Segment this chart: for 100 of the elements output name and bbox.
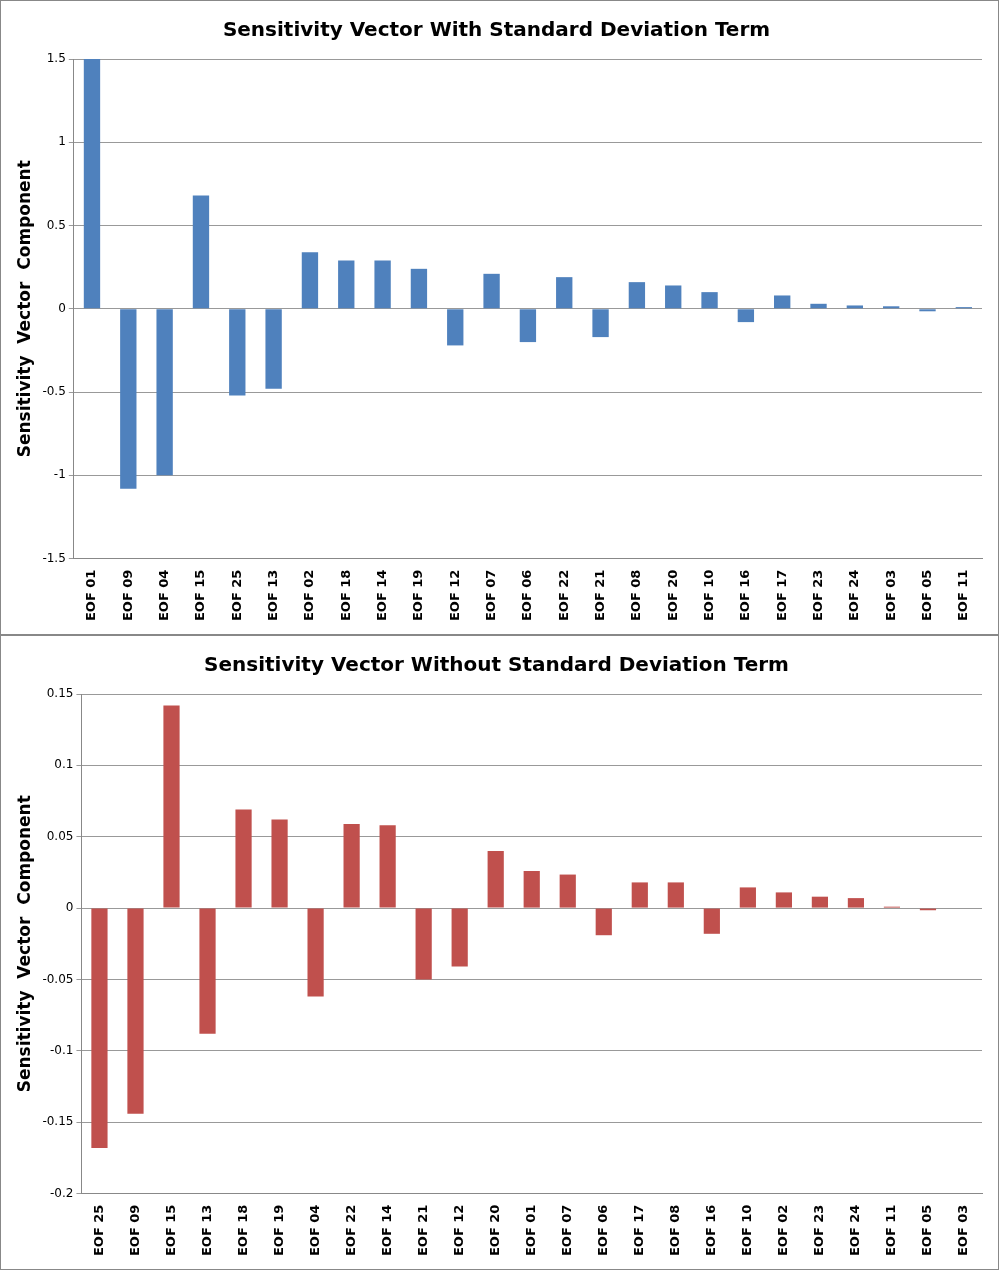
- bar: [235, 809, 252, 908]
- bar: [487, 851, 504, 908]
- bar: [737, 309, 755, 323]
- bar: [739, 887, 756, 908]
- x-tick-label: EOF 03: [882, 569, 898, 622]
- bar: [415, 908, 432, 980]
- bar: [301, 252, 319, 309]
- x-tick-label: EOF 24: [846, 569, 862, 622]
- x-tick-label: EOF 23: [811, 1204, 827, 1257]
- bar: [343, 823, 360, 908]
- x-tick-label: EOF 16: [703, 1204, 719, 1257]
- bar: [91, 908, 108, 1148]
- bar: [883, 306, 900, 309]
- x-tick-label: EOF 25: [90, 1204, 106, 1257]
- bar: [374, 260, 391, 309]
- y-tick-label: 0.15: [46, 686, 74, 701]
- x-tick-label: EOF 04: [306, 1204, 322, 1257]
- x-tick-label: EOF 20: [487, 1204, 503, 1257]
- y-tick-label: -0.5: [42, 384, 66, 399]
- bar: [703, 908, 720, 934]
- x-tick-label: EOF 22: [342, 1204, 358, 1257]
- y-tick-label: 1: [58, 134, 66, 149]
- bar: [810, 303, 827, 309]
- x-tick-label: EOF 12: [446, 569, 462, 622]
- x-tick-label: EOF 04: [156, 569, 172, 622]
- bar: [592, 309, 609, 338]
- bar: [156, 309, 173, 476]
- bar: [775, 892, 792, 908]
- bar: [631, 882, 648, 908]
- x-tick-label: EOF 06: [519, 569, 535, 622]
- bar: [628, 282, 646, 309]
- y-tick-label: 0.05: [46, 828, 74, 843]
- bar: [229, 309, 246, 396]
- bar: [83, 59, 101, 309]
- x-tick-label: EOF 13: [264, 569, 280, 622]
- bar: [701, 292, 718, 309]
- x-tick-label: EOF 22: [555, 569, 571, 622]
- bar: [665, 285, 682, 309]
- bar: [774, 295, 791, 309]
- x-tick-label: EOF 11: [955, 569, 971, 622]
- bar: [192, 195, 210, 309]
- x-tick-label: EOF 08: [667, 1204, 683, 1257]
- bar: [379, 825, 396, 908]
- y-tick-label: -1: [53, 467, 66, 482]
- x-tick-label: EOF 17: [773, 569, 789, 622]
- bar: [120, 309, 137, 489]
- x-tick-label: EOF 20: [664, 569, 680, 622]
- x-tick-label: EOF 09: [119, 569, 135, 622]
- x-tick-label: EOF 19: [270, 1204, 286, 1257]
- y-tick-label: 0.1: [54, 757, 74, 772]
- bar: [338, 260, 355, 309]
- x-tick-label: EOF 02: [301, 569, 317, 622]
- bar: [523, 870, 540, 908]
- bar: [595, 908, 612, 936]
- bar: [307, 908, 324, 997]
- bar: [127, 908, 144, 1114]
- bar: [163, 705, 180, 908]
- x-tick-label: EOF 17: [631, 1204, 647, 1257]
- y-tick-label: -1.5: [42, 550, 66, 565]
- y-tick-label: 0.5: [46, 217, 66, 232]
- bar: [847, 898, 865, 908]
- x-tick-label: EOF 05: [919, 1204, 935, 1257]
- x-tick-label: EOF 19: [410, 569, 426, 622]
- x-tick-label: EOF 23: [809, 569, 825, 622]
- x-tick-label: EOF 24: [847, 1204, 863, 1257]
- x-tick-label: EOF 12: [451, 1204, 467, 1257]
- x-tick-label: EOF 06: [595, 1204, 611, 1257]
- x-tick-label: EOF 25: [228, 569, 244, 622]
- x-tick-label: EOF 10: [700, 569, 716, 622]
- x-tick-label: EOF 11: [883, 1204, 899, 1257]
- x-tick-label: EOF 14: [373, 569, 389, 622]
- bar: [846, 305, 864, 309]
- y-axis-title: Sensitivity Vector Component: [13, 795, 34, 1093]
- bar: [447, 309, 464, 346]
- x-tick-label: EOF 07: [482, 569, 498, 622]
- x-tick-label: EOF 13: [198, 1204, 214, 1257]
- bar: [483, 273, 500, 309]
- y-tick-label: 1.5: [46, 51, 66, 66]
- bar: [559, 874, 576, 908]
- chart-title: Sensitivity Vector Without Standard Deviation Term: [204, 652, 789, 677]
- x-tick-label: EOF 01: [523, 1204, 539, 1257]
- x-tick-label: EOF 02: [775, 1204, 791, 1257]
- y-tick-label: -0.15: [42, 1114, 74, 1129]
- x-tick-label: EOF 09: [126, 1204, 142, 1257]
- bar: [556, 277, 573, 309]
- x-tick-label: EOF 05: [918, 569, 934, 622]
- x-tick-label: EOF 10: [739, 1204, 755, 1257]
- x-tick-label: EOF 21: [415, 1204, 431, 1257]
- y-tick-label: -0.05: [42, 971, 74, 986]
- x-tick-label: EOF 21: [591, 569, 607, 622]
- y-tick-label: 0: [65, 900, 74, 915]
- x-tick-label: EOF 15: [192, 569, 208, 622]
- bar: [410, 268, 428, 309]
- x-tick-label: EOF 07: [559, 1204, 575, 1257]
- chart-title: Sensitivity Vector With Standard Deviation Term: [222, 17, 771, 42]
- x-tick-label: EOF 15: [162, 1204, 178, 1257]
- x-tick-label: EOF 14: [379, 1204, 395, 1257]
- x-tick-label: EOF 03: [955, 1204, 971, 1257]
- bar: [265, 309, 282, 389]
- x-tick-label: EOF 01: [83, 569, 99, 622]
